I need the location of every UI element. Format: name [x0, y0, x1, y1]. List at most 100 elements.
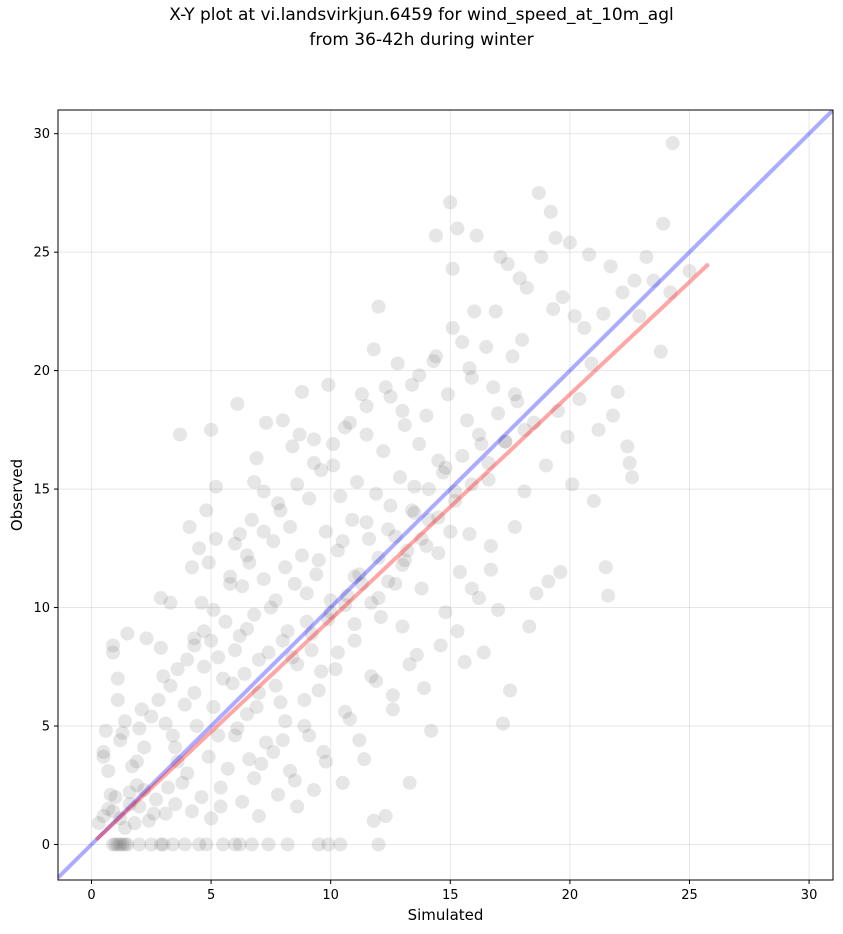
scatter-point [180, 766, 195, 781]
scatter-point [321, 837, 336, 852]
scatter-point [228, 536, 243, 551]
scatter-point [98, 723, 113, 738]
scatter-point [184, 560, 199, 575]
scatter-point [395, 403, 410, 418]
scatter-point [529, 586, 544, 601]
scatter-point [117, 820, 132, 835]
scatter-point [342, 711, 357, 726]
scatter-point [251, 809, 266, 824]
scatter-point [314, 664, 329, 679]
scatter-point [527, 415, 542, 430]
scatter-point [299, 614, 314, 629]
scatter-point [275, 633, 290, 648]
scatter-point [106, 638, 121, 653]
scatter-point [357, 752, 372, 767]
scatter-point [230, 721, 245, 736]
scatter-point [108, 837, 123, 852]
scatter-point [426, 354, 441, 369]
scatter-point [359, 427, 374, 442]
scatter-point [381, 522, 396, 537]
scatter-point [311, 553, 326, 568]
scatter-point [134, 702, 149, 717]
scatter-point [129, 778, 144, 793]
scatter-point [483, 562, 498, 577]
scatter-point [96, 745, 111, 760]
scatter-point [333, 489, 348, 504]
scatter-point [263, 600, 278, 615]
scatter-point [297, 719, 312, 733]
scatter-point [548, 230, 563, 245]
fit-line [94, 262, 710, 842]
scatter-point [467, 304, 482, 319]
scatter-point [149, 792, 164, 807]
y-tick-label: 25 [33, 246, 50, 261]
scatter-point [256, 524, 271, 539]
scatter-point [194, 595, 209, 610]
x-tick-label: 30 [801, 888, 818, 903]
scatter-point [656, 216, 671, 231]
scatter-point [239, 621, 254, 636]
scatter-point [101, 764, 116, 779]
scatter-point [646, 273, 661, 288]
scatter-point [137, 740, 152, 755]
scatter-point [383, 389, 398, 404]
scatter-point [462, 527, 477, 542]
scatter-point [493, 249, 508, 264]
scatter-point [393, 470, 408, 485]
scatter-point [627, 273, 642, 288]
scatter-point [302, 491, 317, 506]
scatter-point [211, 728, 226, 743]
scatter-point [598, 560, 613, 575]
scatter-point [247, 607, 262, 622]
scatter-point [204, 633, 219, 648]
scatter-point [486, 380, 501, 395]
scatter-point [538, 458, 553, 473]
scatter-point [416, 681, 431, 696]
scatter-point [409, 647, 424, 662]
scatter-point [371, 550, 386, 565]
scatter-point [543, 204, 558, 219]
scatter-point [259, 415, 274, 430]
scatter-point [572, 392, 587, 407]
scatter-point [156, 837, 171, 852]
scatter-point [189, 719, 204, 733]
scatter-point [113, 733, 128, 748]
x-tick-label: 25 [681, 888, 698, 903]
y-axis-label: Observed [8, 459, 26, 531]
scatter-point [665, 136, 680, 151]
scatter-point [117, 837, 132, 852]
scatter-point [462, 361, 477, 376]
scatter-point [464, 370, 479, 385]
scatter-point [560, 429, 575, 444]
scatter-point [469, 228, 484, 243]
scatter-point [460, 413, 475, 428]
scatter-point [223, 569, 238, 584]
scatter-point [321, 612, 336, 627]
scatter-point [261, 837, 276, 852]
scatter-point [371, 591, 386, 606]
scatter-point [431, 510, 446, 525]
scatter-point [553, 565, 568, 579]
scatter-point [335, 534, 350, 549]
scatter-point [385, 688, 400, 703]
scatter-point [273, 695, 288, 710]
scatter-point [194, 790, 209, 805]
scatter-point [448, 493, 463, 508]
scatter-point [481, 472, 496, 487]
scatter-point [199, 837, 214, 852]
scatter-point [653, 344, 668, 359]
scatter-point [440, 387, 455, 402]
scatter-point [412, 368, 427, 383]
scatter-point [419, 408, 434, 423]
scatter-point [228, 643, 243, 658]
y-tick-label: 5 [42, 720, 50, 735]
scatter-point [364, 669, 379, 684]
scatter-point [495, 716, 510, 731]
scatter-point [541, 574, 556, 589]
scatter-point [239, 548, 254, 563]
scatter-point [294, 384, 309, 399]
scatter-point [306, 456, 321, 471]
scatter-point [177, 837, 192, 852]
scatter-point [220, 761, 235, 776]
scatter-point [201, 749, 216, 764]
